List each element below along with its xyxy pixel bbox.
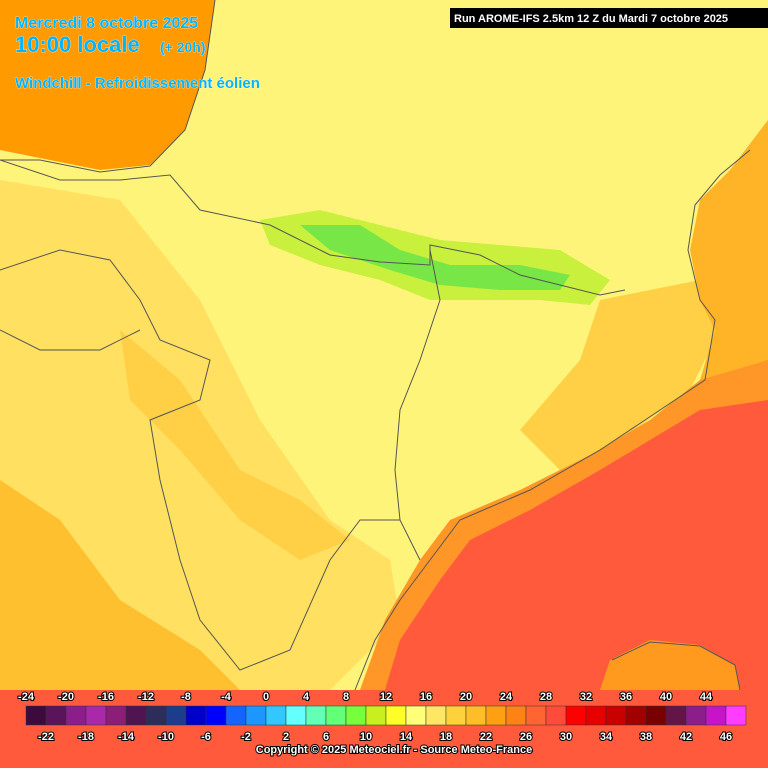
legend-label: -20 xyxy=(58,691,74,703)
legend-swatch xyxy=(145,705,167,726)
legend-swatch xyxy=(285,705,307,726)
legend-label: 14 xyxy=(400,731,413,743)
variable: Windchill - Refroidissement éolien xyxy=(15,75,260,92)
legend-swatch xyxy=(485,705,507,726)
legend-swatch xyxy=(465,705,487,726)
legend-swatch xyxy=(225,705,247,726)
legend-label: 34 xyxy=(600,731,613,743)
legend-swatch xyxy=(205,705,227,726)
mountains xyxy=(300,225,570,290)
legend-swatch xyxy=(605,705,627,726)
coastline xyxy=(611,641,741,691)
land-patch xyxy=(120,330,350,560)
legend-label: 36 xyxy=(620,691,632,703)
legend-swatch xyxy=(65,705,87,726)
legend-swatch xyxy=(725,705,747,726)
legend-label: 46 xyxy=(720,731,732,743)
legend-swatch xyxy=(245,705,267,726)
legend-swatch xyxy=(505,705,527,726)
coastline xyxy=(354,149,751,691)
legend-swatch xyxy=(525,705,547,726)
legend-label: 8 xyxy=(343,691,349,703)
legend-swatch xyxy=(85,705,107,726)
legend-label: 24 xyxy=(500,691,513,703)
border xyxy=(0,329,141,351)
legend-swatch xyxy=(625,705,647,726)
legend-label: -6 xyxy=(201,731,211,743)
sea xyxy=(385,400,768,690)
legend-swatch xyxy=(125,705,147,726)
legend-swatch xyxy=(105,705,127,726)
copyright: Copyright © 2025 Meteociel.fr - Source M… xyxy=(256,744,532,756)
sea-coast xyxy=(690,120,768,380)
island xyxy=(600,640,740,690)
legend-swatch xyxy=(385,705,407,726)
land-patch xyxy=(0,480,240,690)
offset: (+ 20h) xyxy=(160,39,206,55)
legend-label: 18 xyxy=(440,731,452,743)
legend-label: -22 xyxy=(38,731,54,743)
legend-swatch xyxy=(665,705,687,726)
coastline xyxy=(0,0,216,173)
legend-label: -10 xyxy=(158,731,174,743)
legend-swatch xyxy=(365,705,387,726)
legend-swatch xyxy=(565,705,587,726)
legend-label: -8 xyxy=(181,691,191,703)
legend-swatch xyxy=(585,705,607,726)
legend-swatch xyxy=(705,705,727,726)
legend-label: -12 xyxy=(138,691,154,703)
legend-label: 12 xyxy=(380,691,392,703)
legend-swatch xyxy=(305,705,327,726)
legend-background xyxy=(0,690,768,768)
legend-label: 30 xyxy=(560,731,572,743)
run: Run AROME-IFS 2.5km 12 Z du Mardi 7 octo… xyxy=(454,13,728,25)
legend-swatch xyxy=(345,705,367,726)
legend-swatch xyxy=(165,705,187,726)
legend-swatch xyxy=(265,705,287,726)
sea xyxy=(0,0,215,170)
run-box xyxy=(450,8,768,28)
legend-label: 32 xyxy=(580,691,592,703)
legend-label: 0 xyxy=(263,691,269,703)
legend-swatch xyxy=(645,705,667,726)
legend-label: -18 xyxy=(78,731,94,743)
legend-swatch xyxy=(425,705,447,726)
legend-swatch xyxy=(685,705,707,726)
border xyxy=(0,159,626,296)
legend-swatch xyxy=(325,705,347,726)
legend-label: -14 xyxy=(118,731,135,743)
legend-label: 42 xyxy=(680,731,692,743)
date: Mercredi 8 octobre 2025 xyxy=(15,15,198,32)
legend-label: 10 xyxy=(360,731,372,743)
legend-label: 20 xyxy=(460,691,472,703)
legend-swatch xyxy=(45,705,67,726)
legend-label: 6 xyxy=(323,731,329,743)
legend-label: -4 xyxy=(221,691,232,703)
legend-swatch xyxy=(545,705,567,726)
legend-label: 44 xyxy=(700,691,713,703)
legend-label: 28 xyxy=(540,691,552,703)
land-patch xyxy=(520,280,720,470)
legend-label: -2 xyxy=(241,731,251,743)
legend-label: 26 xyxy=(520,731,532,743)
legend-label: 2 xyxy=(283,731,289,743)
border xyxy=(0,249,400,671)
legend-label: 4 xyxy=(303,691,310,703)
legend-swatch xyxy=(185,705,207,726)
legend-label: 40 xyxy=(660,691,672,703)
legend: -24-22-20-18-16-14-12-10-8-6-4-202468101… xyxy=(17,690,747,744)
legend-label: 22 xyxy=(480,731,492,743)
legend-label: -16 xyxy=(98,691,114,703)
legend-label: 38 xyxy=(640,731,652,743)
legend-label: 16 xyxy=(420,691,432,703)
legend-swatch xyxy=(445,705,467,726)
time: 10:00 locale xyxy=(15,32,140,57)
legend-swatch xyxy=(405,705,427,726)
legend-swatch xyxy=(25,705,47,726)
legend-label: -24 xyxy=(18,691,35,703)
